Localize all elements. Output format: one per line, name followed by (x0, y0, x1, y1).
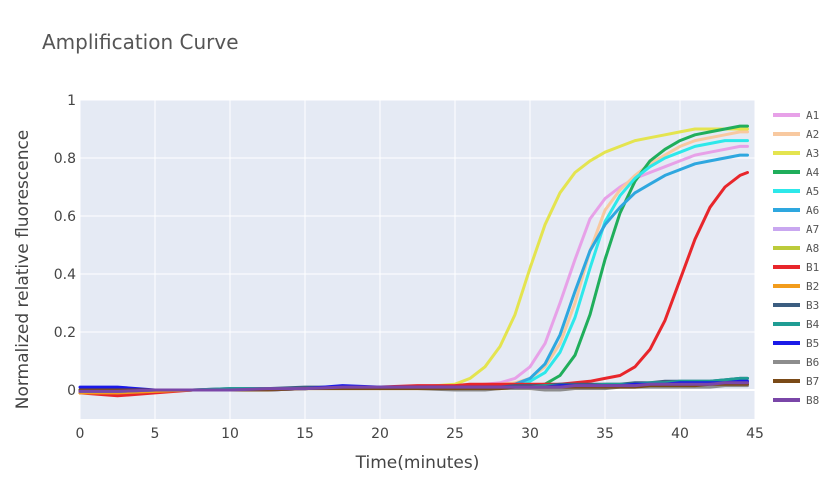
legend-label: B1 (806, 261, 819, 274)
x-tick-label: 40 (671, 426, 689, 442)
x-axis-title: Time(minutes) (355, 453, 480, 473)
legend-label: B2 (806, 280, 819, 293)
x-tick-label: 10 (221, 426, 239, 442)
legend-label: B4 (806, 318, 820, 331)
legend-label: A7 (806, 223, 819, 236)
y-tick-label: 0 (67, 383, 76, 399)
legend-label: A4 (806, 166, 820, 179)
legend-label: A5 (806, 185, 819, 198)
legend-label: B7 (806, 375, 819, 388)
x-tick-label: 15 (296, 426, 314, 442)
y-tick-label: 0.8 (54, 151, 76, 167)
series-group (78, 124, 749, 398)
legend-label: B3 (806, 299, 819, 312)
legend-label: B5 (806, 337, 819, 350)
y-tick-label: 1 (67, 93, 76, 109)
x-tick-label: 0 (76, 426, 85, 442)
x-tick-label: 35 (596, 426, 614, 442)
legend: A1 A2 A3 A4 A5 A6 A7 A8 B1 B2 B3 B4 B5 B6 B7 B8 (773, 109, 820, 407)
series-line-b8 (78, 381, 749, 393)
x-tick-label: 20 (371, 426, 389, 442)
x-tick-label: 5 (151, 426, 160, 442)
x-tick-label: 30 (521, 426, 539, 442)
legend-label: A2 (806, 128, 819, 141)
legend-label: A1 (806, 109, 819, 122)
y-tick-label: 0.2 (54, 325, 76, 341)
chart-title: Amplification Curve (42, 30, 239, 54)
x-tick-label: 25 (446, 426, 464, 442)
y-tick-label: 0.4 (54, 267, 76, 283)
legend-label: B6 (806, 356, 819, 369)
x-tick-label: 45 (746, 426, 764, 442)
legend-label: A8 (806, 242, 819, 255)
plot-area (80, 100, 755, 419)
y-tick-label: 0.6 (54, 209, 76, 225)
legend-label: A6 (806, 204, 819, 217)
legend-label: A3 (806, 147, 819, 160)
legend-label: B8 (806, 394, 819, 407)
y-axis-title: Normalized relative fluorescence (13, 130, 33, 410)
